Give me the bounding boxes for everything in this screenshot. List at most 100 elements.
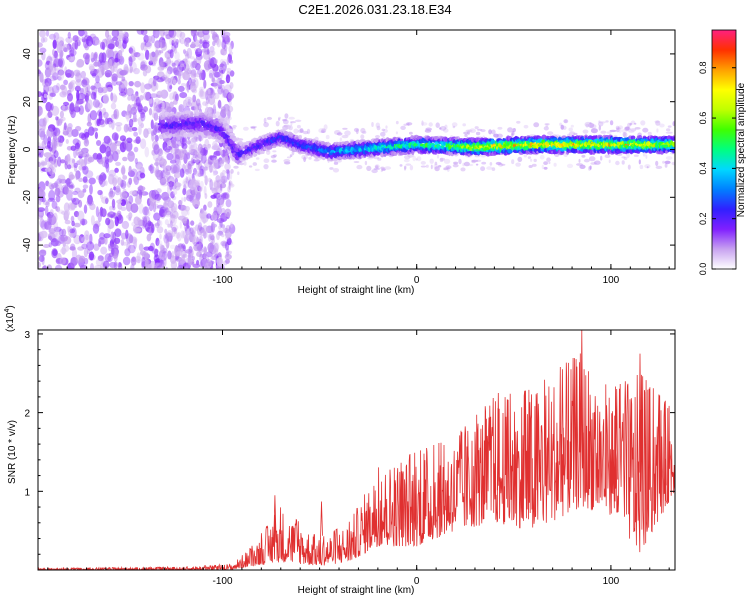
heatmap-cell-976 — [126, 87, 134, 97]
heatmap-cell-346 — [85, 170, 94, 179]
heatmap-cell-2222 — [270, 155, 276, 159]
heatmap-cell-2323 — [609, 120, 614, 126]
heatmap-cell-1782 — [178, 105, 183, 112]
heatmap-cell-1156 — [140, 112, 146, 122]
heatmap-cell-561 — [60, 234, 68, 242]
heatmap-cell-1566 — [225, 169, 230, 174]
heatmap-cell-1683 — [194, 187, 198, 195]
heatmap-cell-1508 — [200, 229, 207, 237]
heatmap-cell-259 — [182, 178, 190, 189]
heatmap-cell-562 — [210, 235, 215, 241]
heatmap-cell-165 — [151, 131, 155, 142]
heatmap-cell-890 — [44, 205, 49, 216]
heatmap-cell-1391 — [79, 264, 88, 269]
heatmap-cell-1240 — [112, 36, 119, 41]
heatmap-cell-1553 — [179, 31, 186, 39]
heatmap-cell-1612 — [170, 60, 174, 64]
heatmap-cell-940 — [149, 93, 158, 98]
heatmap-cell-1252 — [116, 81, 123, 86]
heatmap-cell-1869 — [634, 122, 637, 125]
heatmap-cell-1919 — [425, 164, 429, 168]
heatmap-cell-1295 — [229, 70, 235, 77]
heatmap-cell-1060 — [92, 99, 100, 108]
heatmap-cell-1444 — [57, 156, 62, 167]
heatmap-cell-1069 — [185, 249, 193, 254]
heatmap-cell-2219 — [621, 156, 626, 159]
heatmap-cell-1366 — [40, 161, 48, 166]
heatmap-cell-1872 — [462, 123, 467, 127]
heatmap-cell-1414 — [97, 87, 104, 94]
heatmap-cell-29 — [105, 30, 110, 38]
heatmap-cell-1231 — [121, 76, 126, 82]
heatmap-cell-211 — [115, 161, 121, 166]
heatmap-cell-1800 — [193, 73, 197, 78]
heatmap-cell-2028 — [645, 154, 648, 159]
heatmap-cell-1696 — [202, 37, 206, 41]
heatmap-cell-1796 — [153, 30, 156, 35]
heatmap-cell-1002 — [38, 42, 43, 48]
heatmap-cell-2206 — [475, 131, 481, 136]
heatmap-cell-523 — [70, 145, 77, 151]
heatmap-cell-1576 — [155, 56, 158, 62]
heatmap-cell-364 — [131, 117, 138, 123]
heatmap-cell-1386 — [172, 99, 178, 105]
heatmap-cell-1693 — [172, 38, 177, 46]
heatmap-cell-1913 — [566, 163, 574, 169]
heatmap-cell-750 — [166, 146, 173, 151]
heatmap-cell-2329 — [495, 161, 502, 165]
heatmap-cell-818 — [198, 86, 205, 95]
heatmap-cell-1689 — [224, 109, 229, 115]
heatmap-cell-1208 — [74, 85, 81, 92]
heatmap-cell-2060 — [275, 120, 280, 127]
heatmap-cell-1439 — [109, 221, 115, 229]
heatmap-cell-1949 — [615, 160, 620, 166]
heatmap-cell-2225 — [608, 159, 611, 164]
heatmap-cell-1116 — [222, 32, 226, 43]
heatmap-cell-1669 — [172, 79, 177, 85]
heatmap-cell-1638 — [152, 189, 158, 194]
heatmap-cell-719 — [95, 258, 103, 267]
heatmap-cell-987 — [46, 128, 54, 138]
heatmap-cell-823 — [163, 233, 169, 244]
heatmap-cell-2168 — [435, 122, 440, 128]
heatmap-cell-1332 — [182, 71, 191, 81]
heatmap-cell-1323 — [120, 69, 128, 75]
heatmap-cell-1588 — [199, 253, 203, 262]
heatmap-cell-729 — [153, 101, 157, 112]
heatmap-cell-2157 — [553, 162, 557, 167]
heatmap-cell-1086 — [97, 159, 104, 165]
heatmap-cell-2131 — [252, 162, 257, 166]
heatmap-cell-1532 — [224, 236, 229, 240]
heatmap-cell-1216 — [193, 167, 197, 175]
heatmap-cell-1527 — [162, 254, 165, 261]
heatmap-cell-2022 — [399, 164, 403, 167]
heatmap-cell-484 — [93, 61, 99, 67]
heatmap-cell-195 — [97, 255, 104, 262]
heatmap-cell-1727 — [220, 172, 226, 182]
heatmap-cell-1820 — [210, 50, 216, 56]
heatmap-cell-881 — [43, 93, 48, 99]
heatmap-cell-1026 — [112, 150, 119, 162]
heatmap-cell-1376 — [76, 90, 80, 101]
heatmap-cell-1243 — [221, 106, 227, 115]
heatmap-cell-1390 — [96, 67, 104, 78]
heatmap-cell-1889 — [546, 157, 551, 162]
heatmap-cell-1302 — [177, 247, 184, 253]
heatmap-cell-1420 — [227, 92, 235, 100]
heatmap-cell-1640 — [216, 36, 220, 46]
heatmap-cell-1627 — [226, 56, 230, 66]
heatmap-cell-1313 — [108, 58, 113, 70]
heatmap-cell-981 — [63, 101, 69, 106]
heatmap-cell-1667 — [213, 108, 217, 114]
heatmap-cell-1620 — [199, 238, 202, 244]
heatmap-cell-119 — [113, 95, 118, 103]
heatmap-cell-372 — [211, 187, 218, 194]
heatmap-cell-672 — [172, 67, 178, 74]
heatmap-cell-489 — [136, 252, 141, 261]
heatmap-cell-1698 — [216, 232, 220, 241]
heatmap-cell-1717 — [188, 147, 191, 154]
heatmap-cell-1022 — [199, 35, 203, 44]
heatmap-cell-1568 — [228, 45, 233, 54]
heatmap-cell-712 — [55, 116, 59, 121]
